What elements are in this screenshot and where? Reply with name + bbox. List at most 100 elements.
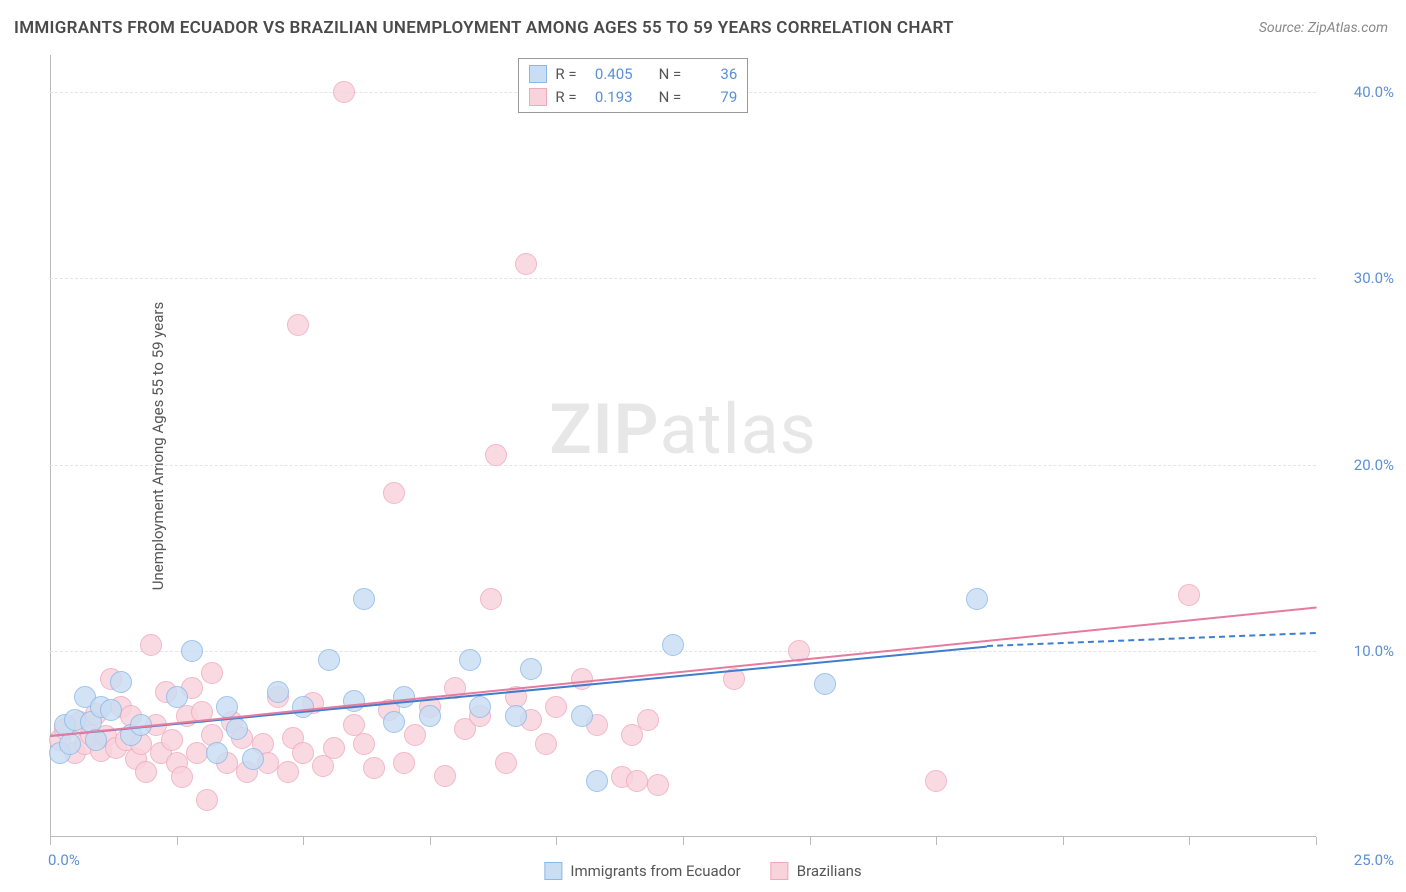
data-point bbox=[59, 733, 81, 755]
data-point bbox=[333, 81, 355, 103]
n-value: 79 bbox=[689, 86, 737, 109]
x-tick bbox=[683, 837, 684, 845]
series-swatch bbox=[529, 65, 547, 83]
data-point bbox=[404, 724, 426, 746]
data-point bbox=[161, 729, 183, 751]
data-point bbox=[535, 733, 557, 755]
data-point bbox=[267, 681, 289, 703]
data-point bbox=[343, 690, 365, 712]
x-tick bbox=[177, 837, 178, 845]
data-point bbox=[181, 640, 203, 662]
chart-title: IMMIGRANTS FROM ECUADOR VS BRAZILIAN UNE… bbox=[14, 18, 954, 38]
plot-area: ZIPatlas 10.0%20.0%30.0%40.0%0.0%25.0%R … bbox=[50, 55, 1316, 837]
data-point bbox=[814, 673, 836, 695]
data-point bbox=[353, 733, 375, 755]
data-point bbox=[201, 662, 223, 684]
data-point bbox=[545, 696, 567, 718]
data-point bbox=[100, 699, 122, 721]
data-point bbox=[626, 770, 648, 792]
data-point bbox=[469, 696, 491, 718]
data-point bbox=[216, 696, 238, 718]
x-tick-label: 25.0% bbox=[1354, 851, 1394, 869]
n-label: N = bbox=[659, 63, 682, 86]
data-point bbox=[140, 634, 162, 656]
data-point bbox=[110, 671, 132, 693]
trend-line bbox=[50, 606, 1316, 736]
stats-row: R = 0.405 N = 36 bbox=[529, 63, 737, 86]
y-axis bbox=[50, 55, 51, 837]
data-point bbox=[196, 789, 218, 811]
source-attribution: Source: ZipAtlas.com bbox=[1259, 20, 1388, 36]
data-point bbox=[393, 752, 415, 774]
data-point bbox=[495, 752, 517, 774]
x-tick bbox=[1063, 837, 1064, 845]
stats-row: R = 0.193 N = 79 bbox=[529, 86, 737, 109]
data-point bbox=[419, 705, 441, 727]
data-point bbox=[312, 755, 334, 777]
data-point bbox=[287, 314, 309, 336]
data-point bbox=[363, 757, 385, 779]
x-tick bbox=[50, 837, 51, 845]
x-tick bbox=[1189, 837, 1190, 845]
y-tick-label: 20.0% bbox=[1354, 456, 1394, 474]
data-point bbox=[186, 742, 208, 764]
r-value: 0.405 bbox=[585, 63, 633, 86]
r-label: R = bbox=[555, 86, 576, 109]
stats-box: R = 0.405 N = 36 R = 0.193 N = 79 bbox=[518, 58, 748, 113]
data-point bbox=[383, 711, 405, 733]
data-point bbox=[459, 649, 481, 671]
data-point bbox=[226, 718, 248, 740]
data-point bbox=[520, 658, 542, 680]
n-label: N = bbox=[659, 86, 682, 109]
data-point bbox=[571, 705, 593, 727]
data-point bbox=[292, 742, 314, 764]
legend: Immigrants from Ecuador Brazilians bbox=[544, 862, 861, 880]
data-point bbox=[277, 761, 299, 783]
data-point bbox=[647, 774, 669, 796]
x-tick bbox=[810, 837, 811, 845]
n-value: 36 bbox=[689, 63, 737, 86]
r-label: R = bbox=[555, 63, 576, 86]
data-point bbox=[586, 770, 608, 792]
gridline bbox=[50, 651, 1316, 652]
watermark: ZIPatlas bbox=[549, 389, 817, 471]
r-value: 0.193 bbox=[585, 86, 633, 109]
legend-item: Brazilians bbox=[771, 862, 862, 880]
x-tick bbox=[936, 837, 937, 845]
legend-swatch bbox=[771, 862, 789, 880]
legend-label: Brazilians bbox=[797, 862, 862, 880]
data-point bbox=[383, 482, 405, 504]
x-tick bbox=[303, 837, 304, 845]
legend-item: Immigrants from Ecuador bbox=[544, 862, 740, 880]
x-tick-label: 0.0% bbox=[48, 851, 80, 869]
data-point bbox=[292, 696, 314, 718]
legend-label: Immigrants from Ecuador bbox=[570, 862, 740, 880]
data-point bbox=[480, 588, 502, 610]
y-tick-label: 40.0% bbox=[1354, 83, 1394, 101]
x-tick bbox=[1316, 837, 1317, 845]
series-swatch bbox=[529, 88, 547, 106]
correlation-chart: IMMIGRANTS FROM ECUADOR VS BRAZILIAN UNE… bbox=[0, 0, 1406, 892]
data-point bbox=[323, 737, 345, 759]
data-point bbox=[242, 748, 264, 770]
x-tick bbox=[556, 837, 557, 845]
y-tick-label: 30.0% bbox=[1354, 269, 1394, 287]
x-tick bbox=[430, 837, 431, 845]
data-point bbox=[1178, 584, 1200, 606]
data-point bbox=[515, 253, 537, 275]
data-point bbox=[206, 742, 228, 764]
y-tick-label: 10.0% bbox=[1354, 642, 1394, 660]
data-point bbox=[135, 761, 157, 783]
data-point bbox=[662, 634, 684, 656]
gridline bbox=[50, 465, 1316, 466]
legend-swatch bbox=[544, 862, 562, 880]
data-point bbox=[318, 649, 340, 671]
data-point bbox=[434, 765, 456, 787]
data-point bbox=[485, 444, 507, 466]
data-point bbox=[925, 770, 947, 792]
data-point bbox=[166, 686, 188, 708]
data-point bbox=[505, 705, 527, 727]
data-point bbox=[966, 588, 988, 610]
data-point bbox=[637, 709, 659, 731]
data-point bbox=[171, 766, 193, 788]
